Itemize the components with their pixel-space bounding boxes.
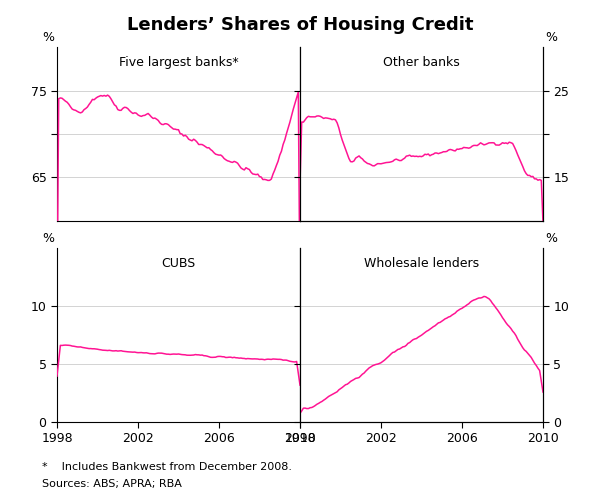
- Text: Five largest banks*: Five largest banks*: [119, 56, 238, 69]
- Text: Lenders’ Shares of Housing Credit: Lenders’ Shares of Housing Credit: [127, 16, 473, 34]
- Text: %: %: [43, 232, 55, 245]
- Text: Other banks: Other banks: [383, 56, 460, 69]
- Text: CUBS: CUBS: [161, 257, 196, 270]
- Text: *    Includes Bankwest from December 2008.: * Includes Bankwest from December 2008.: [42, 462, 292, 472]
- Text: Wholesale lenders: Wholesale lenders: [364, 257, 479, 270]
- Text: %: %: [545, 232, 557, 245]
- Text: %: %: [43, 31, 55, 44]
- Text: %: %: [545, 31, 557, 44]
- Text: Sources: ABS; APRA; RBA: Sources: ABS; APRA; RBA: [42, 479, 182, 489]
